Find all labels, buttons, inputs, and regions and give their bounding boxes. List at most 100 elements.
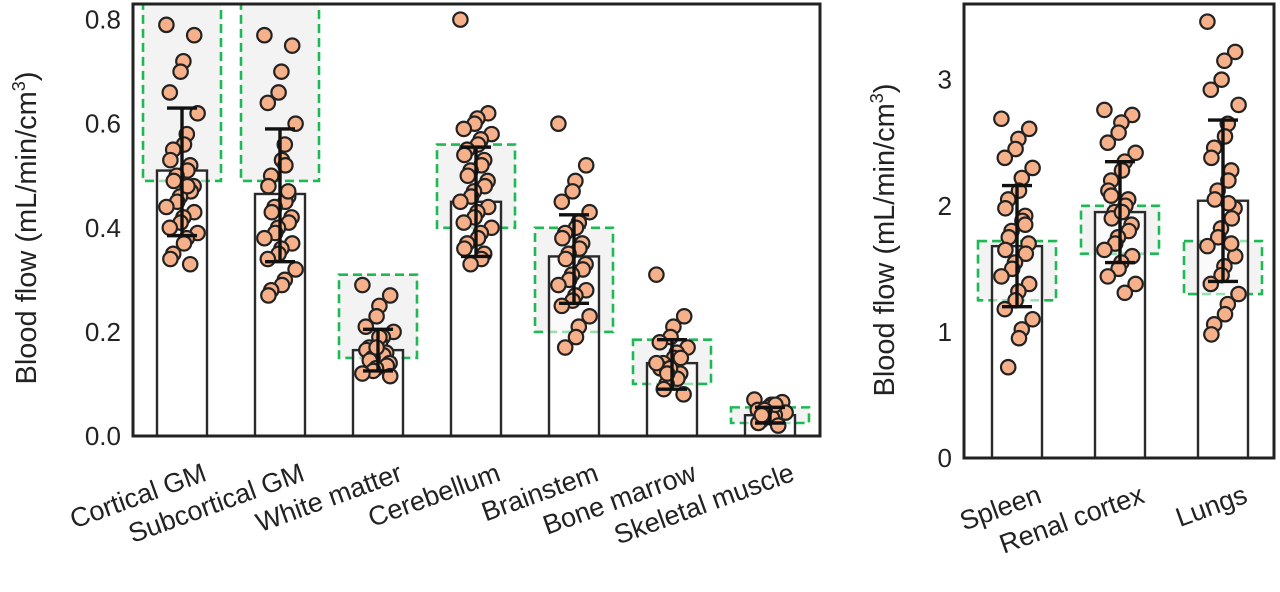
data-point [1099,268,1117,285]
data-point [462,255,479,273]
data-point [357,318,375,335]
data-point [1216,52,1233,70]
data-point [165,172,183,190]
data-point [259,94,277,112]
data-point [1220,172,1237,189]
data-point [158,16,175,34]
y-tick-label: 0.0 [85,421,121,451]
data-point [1222,235,1240,252]
data-point [564,183,581,200]
data-point [997,241,1014,259]
y-axis-title-right: Blood flow (mL/min/cm3) [867,84,901,397]
data-point [993,110,1010,128]
y-axis-title-right-text: Blood flow (mL/min/cm [869,103,901,396]
category-label: Lungs [1172,479,1251,532]
data-point [1202,275,1220,293]
y-axis-title-right-suffix: ) [869,84,901,94]
y-tick-label: 0.6 [85,109,121,139]
data-point [381,287,399,304]
data-point [1020,120,1038,138]
data-point [550,276,567,294]
organ-panel: Blood flow (mL/min/cm3) 0123SpleenRenal … [867,2,1276,559]
data-point [455,214,473,231]
data-point [1206,191,1224,208]
data-point [996,149,1014,167]
data-point [550,115,567,133]
y-tick-label: 3 [938,65,952,95]
data-point [287,261,304,278]
data-point [1024,159,1041,177]
data-point [553,297,571,315]
data-point [279,183,297,200]
y-tick-label: 0.2 [85,317,121,347]
brain-panel: Blood flow (mL/min/cm3) 0.00.20.40.60.8C… [9,2,822,550]
data-point [452,11,469,28]
data-point [162,250,179,268]
data-point [1096,101,1113,119]
data-point [270,84,287,101]
data-point [997,200,1014,217]
y-axis-title-left-sup: 3 [9,81,29,91]
axes-frame [131,2,822,438]
data-point [260,287,277,304]
data-point [567,328,585,346]
data-point [455,120,473,138]
data-point [354,365,371,382]
data-point [1016,216,1034,233]
data-point [456,240,473,257]
data-point [1199,13,1216,30]
data-point [556,339,574,356]
data-point [1216,305,1234,323]
data-point [1220,194,1237,212]
data-point [179,177,196,195]
y-axis-title-left-suffix: ) [11,72,43,82]
data-point [1010,329,1028,347]
data-point [158,198,175,216]
data-point [1116,284,1134,302]
y-axis-title-right-sup: 3 [867,93,887,103]
data-point [162,151,179,169]
data-point [996,300,1014,318]
data-point [1230,96,1247,114]
data-point [181,255,199,273]
data-point [368,307,385,325]
data-point [1024,310,1041,328]
data-point [1007,140,1024,158]
y-tick-label: 1 [938,317,952,347]
data-point [283,37,301,54]
data-point [172,63,189,80]
data-point [1127,275,1144,293]
data-point [1199,237,1216,255]
y-tick-label: 0.4 [85,213,121,243]
data-point [577,157,595,174]
data-point [256,229,273,247]
data-point [1113,203,1131,221]
data-point [1202,81,1220,99]
y-axis-title-left: Blood flow (mL/min/cm3) [9,72,43,385]
data-point [459,167,477,185]
data-point [185,26,203,44]
data-point [1226,43,1244,61]
data-point [161,84,179,101]
data-point [1230,285,1247,303]
data-point [277,157,294,174]
data-point [1102,187,1120,204]
data-point [648,266,665,283]
data-point [999,358,1017,376]
data-point [753,406,771,424]
data-point [273,63,290,80]
y-tick-label: 2 [938,191,952,221]
data-point [260,177,277,195]
data-point [554,229,571,247]
data-point [581,307,598,325]
data-point [557,250,575,268]
data-point [456,146,473,164]
data-point [354,276,371,294]
data-point [648,354,665,372]
data-point [769,417,787,434]
data-point [263,203,281,221]
data-point [259,250,277,268]
data-point [1216,128,1234,145]
data-point [256,26,273,44]
